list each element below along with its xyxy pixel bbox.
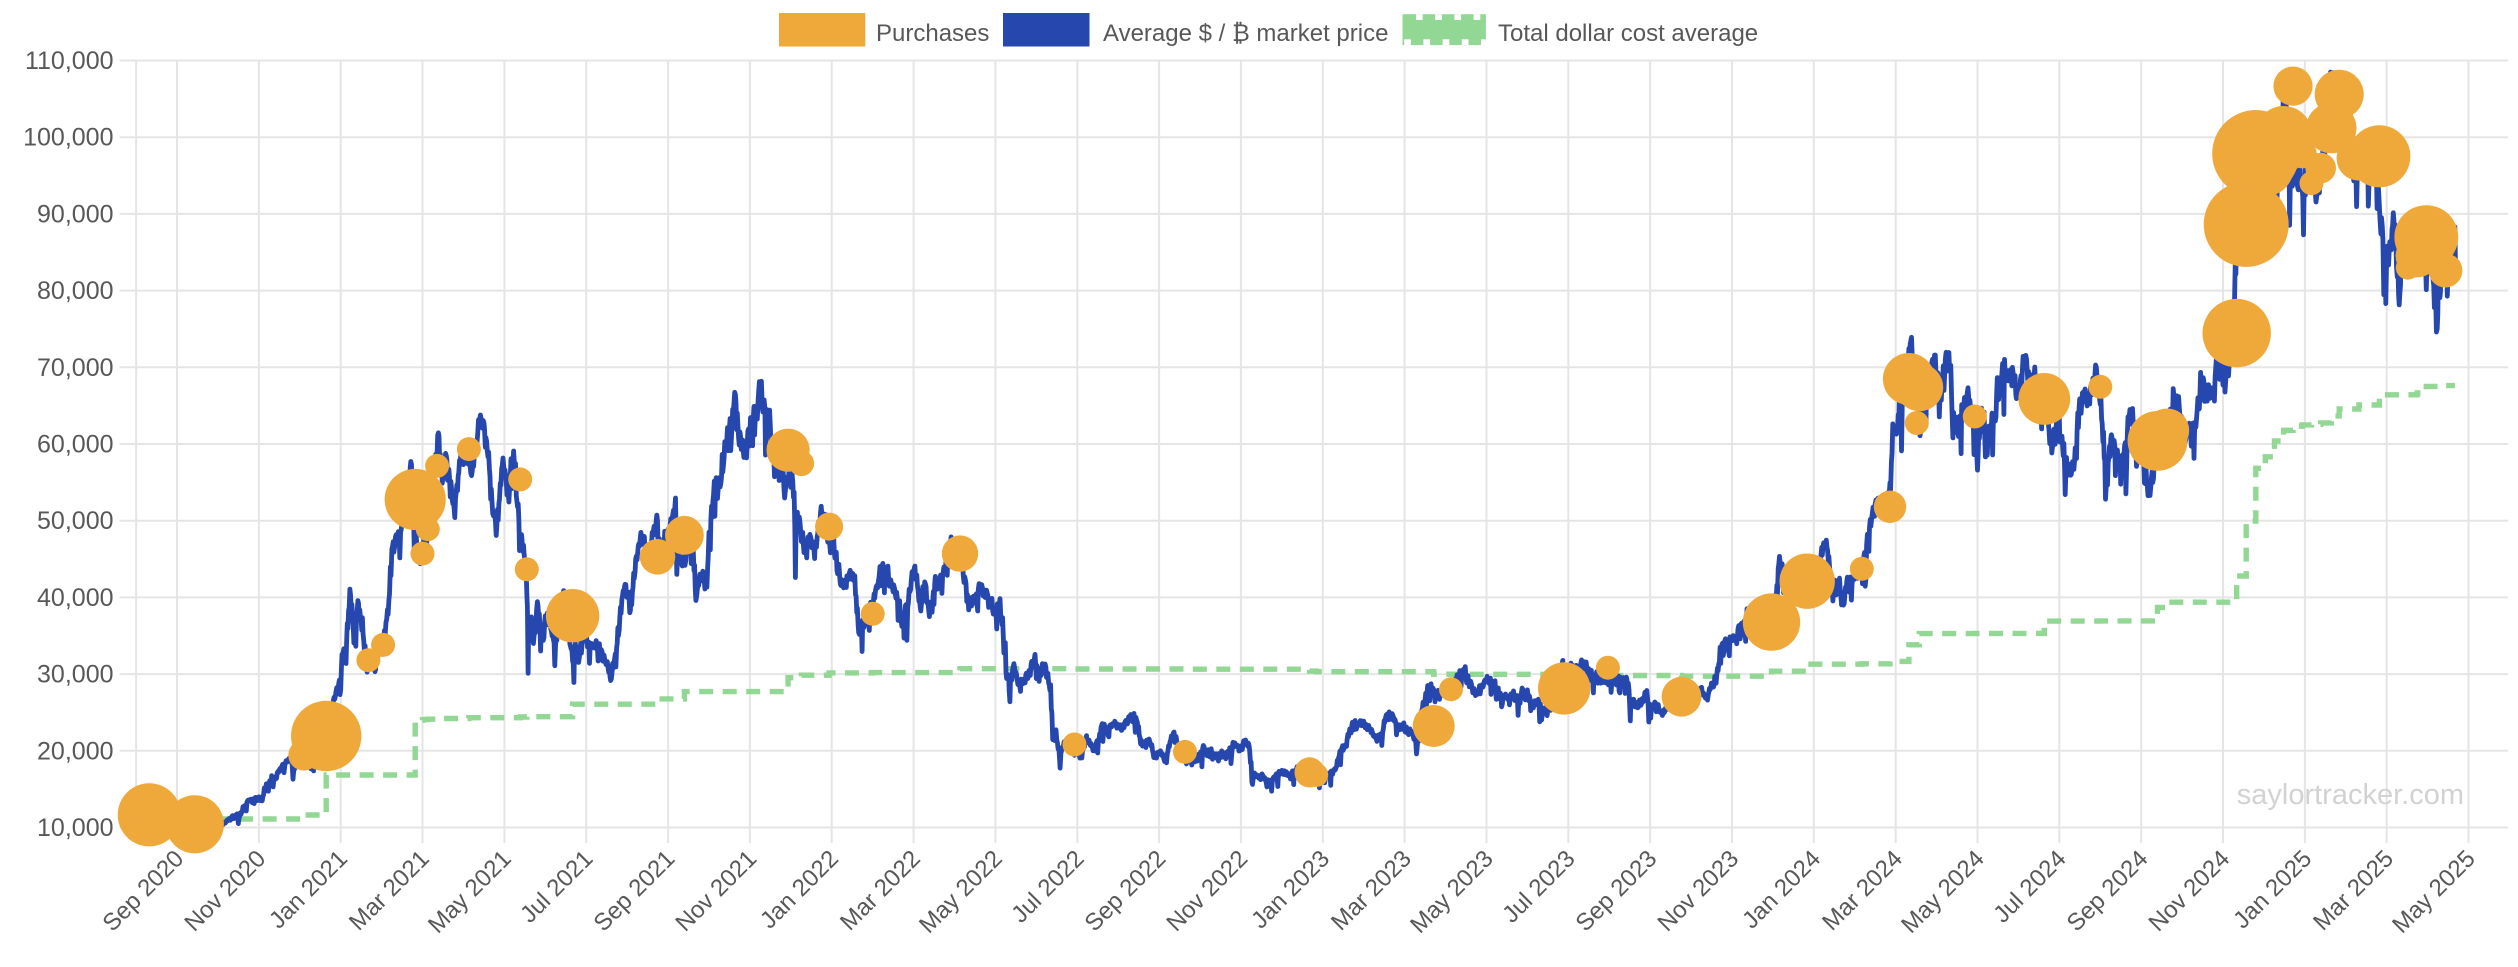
svg-text:20,000: 20,000 xyxy=(37,737,113,765)
svg-text:90,000: 90,000 xyxy=(37,200,113,228)
svg-text:60,000: 60,000 xyxy=(37,431,113,459)
svg-text:110,000: 110,000 xyxy=(25,47,114,75)
svg-text:saylortracker.com: saylortracker.com xyxy=(2237,779,2464,811)
svg-text:40,000: 40,000 xyxy=(37,584,113,612)
svg-text:80,000: 80,000 xyxy=(37,277,113,305)
svg-text:30,000: 30,000 xyxy=(37,661,113,689)
svg-text:Purchases: Purchases xyxy=(876,20,989,47)
svg-text:Average $ / ₿ market price: Average $ / ₿ market price xyxy=(1103,20,1388,47)
svg-text:10,000: 10,000 xyxy=(37,814,113,842)
svg-text:100,000: 100,000 xyxy=(23,124,113,152)
svg-text:50,000: 50,000 xyxy=(37,507,113,535)
svg-text:70,000: 70,000 xyxy=(37,354,113,382)
svg-text:Total dollar cost average: Total dollar cost average xyxy=(1498,20,1758,47)
